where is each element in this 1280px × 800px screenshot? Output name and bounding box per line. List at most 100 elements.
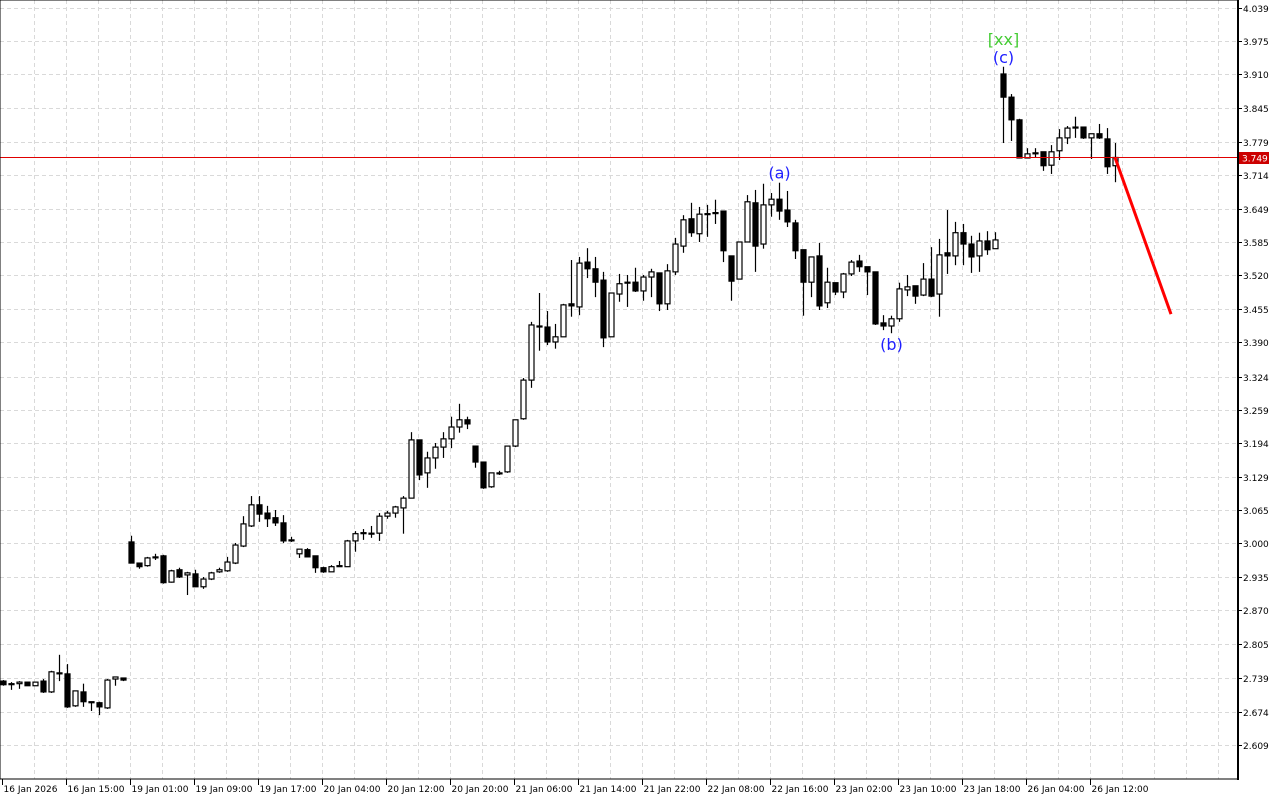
candle <box>96 701 103 716</box>
candle <box>560 303 567 338</box>
candle <box>816 243 823 311</box>
candle <box>88 701 95 711</box>
current-price-label-text: 3.749 <box>1242 155 1268 165</box>
candle-body-bearish <box>832 282 839 293</box>
candle-body-bearish <box>96 702 103 708</box>
wave-label: (a) <box>768 164 790 183</box>
time-tick-label: 20 Jan 20:00 <box>452 785 509 795</box>
candle-body-bullish <box>488 472 495 488</box>
candle-body-bearish <box>544 326 551 343</box>
candle-body-bullish <box>296 548 303 555</box>
candle-body-bearish <box>784 209 791 223</box>
candle-body-bullish <box>520 379 527 420</box>
candle <box>800 249 807 316</box>
candle <box>328 565 335 573</box>
candle-body-bullish <box>840 273 847 293</box>
price-tick-label: 3.779 <box>1243 139 1269 149</box>
candle-body-bearish <box>1080 126 1087 139</box>
candle-body-bullish <box>104 679 111 709</box>
price-axis[interactable]: 4.039 3.975 3.910 3.845 3.779 3.714 3.649 3.585… <box>1238 5 1269 752</box>
candle-body-bullish <box>1088 133 1095 139</box>
candle-body-bearish <box>192 573 199 588</box>
candle <box>296 548 303 558</box>
candle-body-bearish <box>728 255 735 282</box>
candle-body-bullish <box>1056 137 1063 152</box>
candle <box>1080 126 1087 139</box>
candle-body-bearish <box>944 252 951 257</box>
plot-frame <box>0 0 1239 780</box>
forecast-line <box>1113 156 1173 315</box>
candle <box>984 231 991 255</box>
candle <box>464 416 471 430</box>
candle-body-bullish <box>208 572 215 580</box>
candle <box>168 569 175 583</box>
candle <box>224 556 231 572</box>
candle <box>664 264 671 311</box>
candle-body-bullish <box>504 445 511 473</box>
candle <box>184 571 191 596</box>
candle-body-bearish <box>88 701 95 704</box>
candle-body-bullish <box>704 213 711 216</box>
candle <box>72 690 79 707</box>
candle <box>640 274 647 301</box>
candle <box>960 223 967 266</box>
candle-body-bearish <box>872 271 879 325</box>
candle-body-bearish <box>416 439 423 476</box>
candle-body-bearish <box>56 672 63 675</box>
candle-body-bearish <box>968 243 975 258</box>
time-axis[interactable]: 16 Jan 2026 16 Jan 15:00 19 Jan 01:00 19 Ja… <box>2 779 1149 795</box>
candle-body-bullish <box>528 324 535 381</box>
candle-body-bearish <box>304 549 311 558</box>
candle-body-bearish <box>264 512 271 520</box>
candle <box>1024 148 1031 159</box>
candle <box>600 271 607 348</box>
candle <box>968 235 975 273</box>
candle <box>592 256 599 298</box>
candle <box>1072 116 1079 138</box>
candle <box>320 566 327 573</box>
candle <box>680 215 687 253</box>
wave-label: (c) <box>993 48 1014 67</box>
candle <box>864 266 871 296</box>
candle <box>208 571 215 581</box>
candle <box>1016 118 1023 159</box>
candle-body-bullish <box>608 292 615 338</box>
candle-body-bullish <box>384 512 391 517</box>
candle-body-bearish <box>496 472 503 475</box>
candle-body-bearish <box>1032 152 1039 155</box>
candle-body-bearish <box>256 504 263 515</box>
candle <box>432 442 439 469</box>
candle <box>768 193 775 217</box>
candle-body-bearish <box>632 281 639 292</box>
candle-body-bullish <box>1048 151 1055 166</box>
candle <box>376 513 383 541</box>
candle-body-bullish <box>1064 127 1071 139</box>
candle-body-bullish <box>360 532 367 535</box>
candle <box>288 536 295 542</box>
time-tick-label: 16 Jan 15:00 <box>68 785 125 795</box>
candle-body-bullish <box>512 419 519 447</box>
candle <box>144 556 151 567</box>
candle <box>792 219 799 259</box>
candle <box>688 202 695 237</box>
time-tick-label: 22 Jan 16:00 <box>772 785 829 795</box>
candle-body-bearish <box>1104 138 1111 168</box>
candle <box>216 567 223 573</box>
candle-body-bullish <box>240 523 247 547</box>
candle <box>8 682 15 690</box>
candle-body-bullish <box>432 446 439 459</box>
time-tick-label: 26 Jan 12:00 <box>1092 785 1149 795</box>
candle-body-bullish <box>224 561 231 572</box>
candle <box>48 670 55 693</box>
candle-body-bullish <box>344 540 351 568</box>
candle-body-bullish <box>232 544 239 564</box>
candle-body-bullish <box>648 271 655 278</box>
candle <box>248 496 255 527</box>
candle <box>280 515 287 543</box>
time-tick-label: 19 Jan 09:00 <box>196 785 253 795</box>
wave-label: [xx] <box>988 30 1019 49</box>
candle-body-bullish <box>440 438 447 448</box>
candle-body-bullish <box>616 283 623 295</box>
candle-body-bearish <box>320 567 327 573</box>
